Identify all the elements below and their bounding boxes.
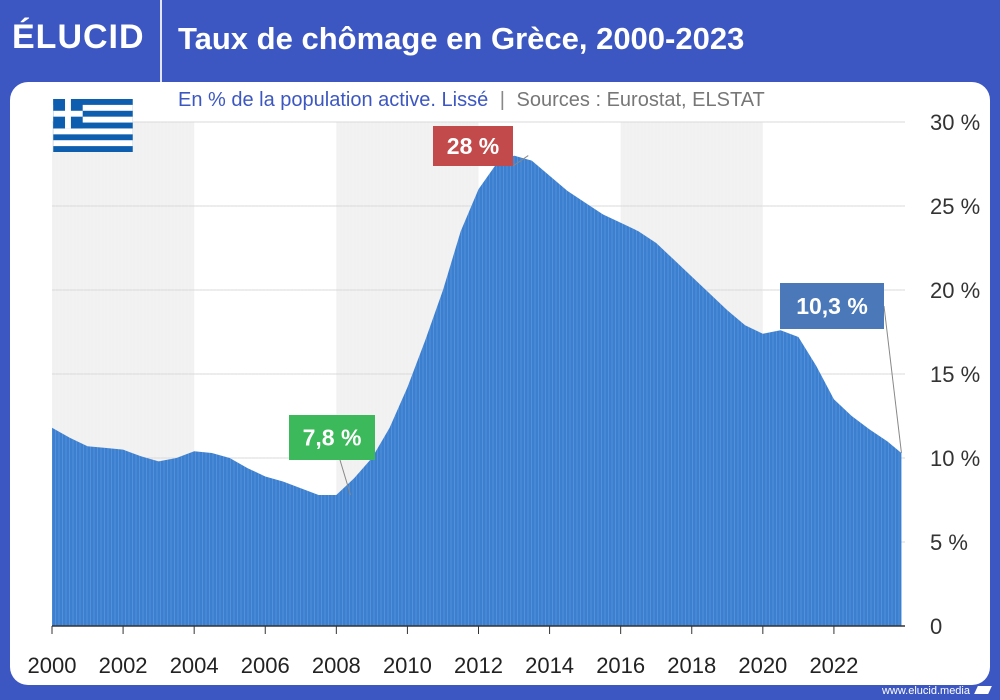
chart-subtitle: En % de la population active. Lissé | So… bbox=[178, 89, 765, 112]
subtitle-main: En % de la population active. Lissé bbox=[178, 89, 489, 111]
annotation-leader-max bbox=[512, 155, 529, 167]
x-tick-label: 2006 bbox=[241, 653, 290, 678]
greece-flag-icon bbox=[53, 99, 133, 152]
x-tick-label: 2010 bbox=[383, 653, 432, 678]
x-tick-label: 2018 bbox=[667, 653, 716, 678]
annotation-leader-min bbox=[339, 459, 352, 496]
header-divider bbox=[160, 0, 162, 82]
subtitle-separator: | bbox=[499, 89, 505, 111]
annotation-box-last bbox=[780, 283, 884, 329]
annotation-box-min bbox=[289, 415, 375, 460]
x-tick-label: 2016 bbox=[596, 653, 645, 678]
annotation-box-max bbox=[433, 126, 513, 166]
header: ÉLUCID Taux de chômage en Grèce, 2000-20… bbox=[0, 0, 1000, 82]
y-tick-label: 25 % bbox=[930, 194, 980, 219]
footer-url[interactable]: www.elucid.media bbox=[881, 685, 970, 697]
x-tick-label: 2008 bbox=[312, 653, 361, 678]
annotation-leader-last bbox=[883, 305, 902, 454]
y-tick-label: 30 % bbox=[930, 110, 980, 135]
y-tick-label: 5 % bbox=[930, 530, 968, 555]
annotation-label-min: 7,8 % bbox=[303, 425, 362, 451]
x-tick-label: 2000 bbox=[28, 653, 77, 678]
area-series bbox=[52, 155, 902, 626]
x-tick-label: 2022 bbox=[809, 653, 858, 678]
annotation-label-last: 10,3 % bbox=[796, 293, 868, 319]
chart-title: Taux de chômage en Grèce, 2000-2023 bbox=[178, 21, 745, 56]
y-tick-label: 0 bbox=[930, 614, 942, 639]
y-tick-label: 10 % bbox=[930, 446, 980, 471]
brand-logo: ÉLUCID bbox=[12, 18, 145, 56]
y-tick-label: 20 % bbox=[930, 278, 980, 303]
x-tick-label: 2020 bbox=[738, 653, 787, 678]
x-tick-label: 2012 bbox=[454, 653, 503, 678]
x-tick-label: 2014 bbox=[525, 653, 574, 678]
y-tick-label: 15 % bbox=[930, 362, 980, 387]
x-tick-label: 2004 bbox=[170, 653, 219, 678]
annotation-label-max: 28 % bbox=[447, 133, 499, 159]
x-tick-label: 2002 bbox=[99, 653, 148, 678]
subtitle-sources: Sources : Eurostat, ELSTAT bbox=[516, 89, 765, 111]
